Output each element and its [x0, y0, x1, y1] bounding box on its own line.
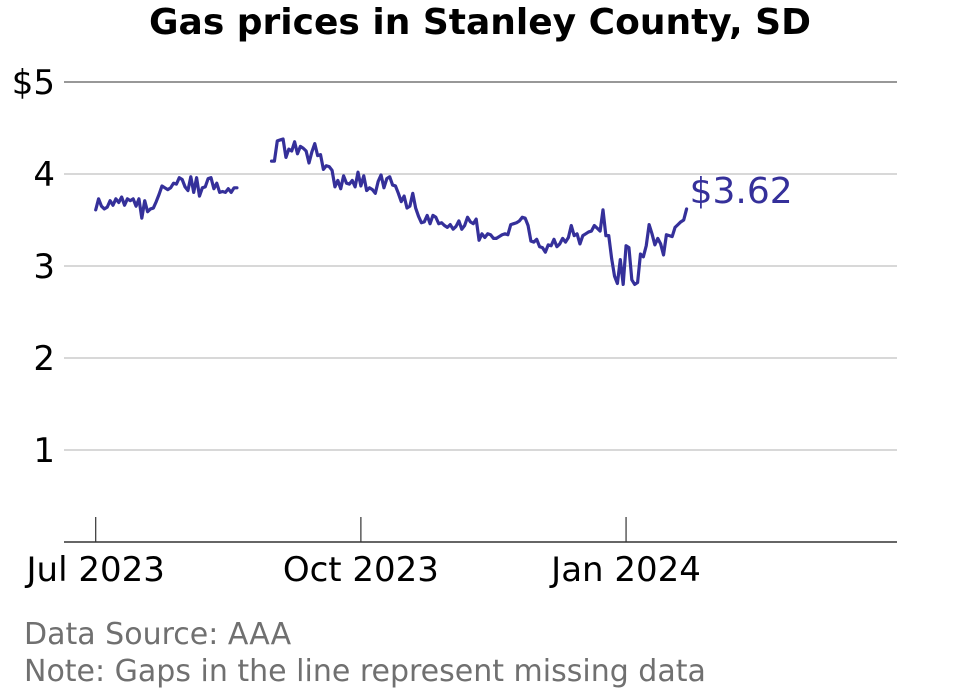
price-line	[94, 137, 689, 286]
line-segment-1	[94, 175, 239, 220]
axes	[64, 517, 897, 543]
x-tick-label-1: Oct 2023	[283, 550, 439, 590]
y-tick-label-3: 3	[33, 247, 55, 287]
y-tick-label-5: $5	[12, 63, 55, 103]
y-tick-label-1: 1	[33, 431, 55, 471]
chart-title: Gas prices in Stanley County, SD	[148, 2, 811, 43]
y-tick-label-2: 2	[33, 339, 55, 379]
gaps-note: Note: Gaps in the line represent missing…	[24, 654, 706, 689]
data-source-note: Data Source: AAA	[24, 617, 292, 652]
latest-price-label: $3.62	[690, 171, 793, 212]
labels: 1 2 3 4 $5 Jul 2023 Oct 2023 Jan 2024 $3.62	[12, 63, 793, 590]
gridlines	[64, 81, 897, 451]
x-tick-label-2: Jan 2024	[549, 550, 701, 590]
y-tick-label-4: 4	[33, 155, 55, 195]
line-segment-2	[269, 137, 689, 286]
x-tick-label-0: Jul 2023	[25, 550, 165, 590]
